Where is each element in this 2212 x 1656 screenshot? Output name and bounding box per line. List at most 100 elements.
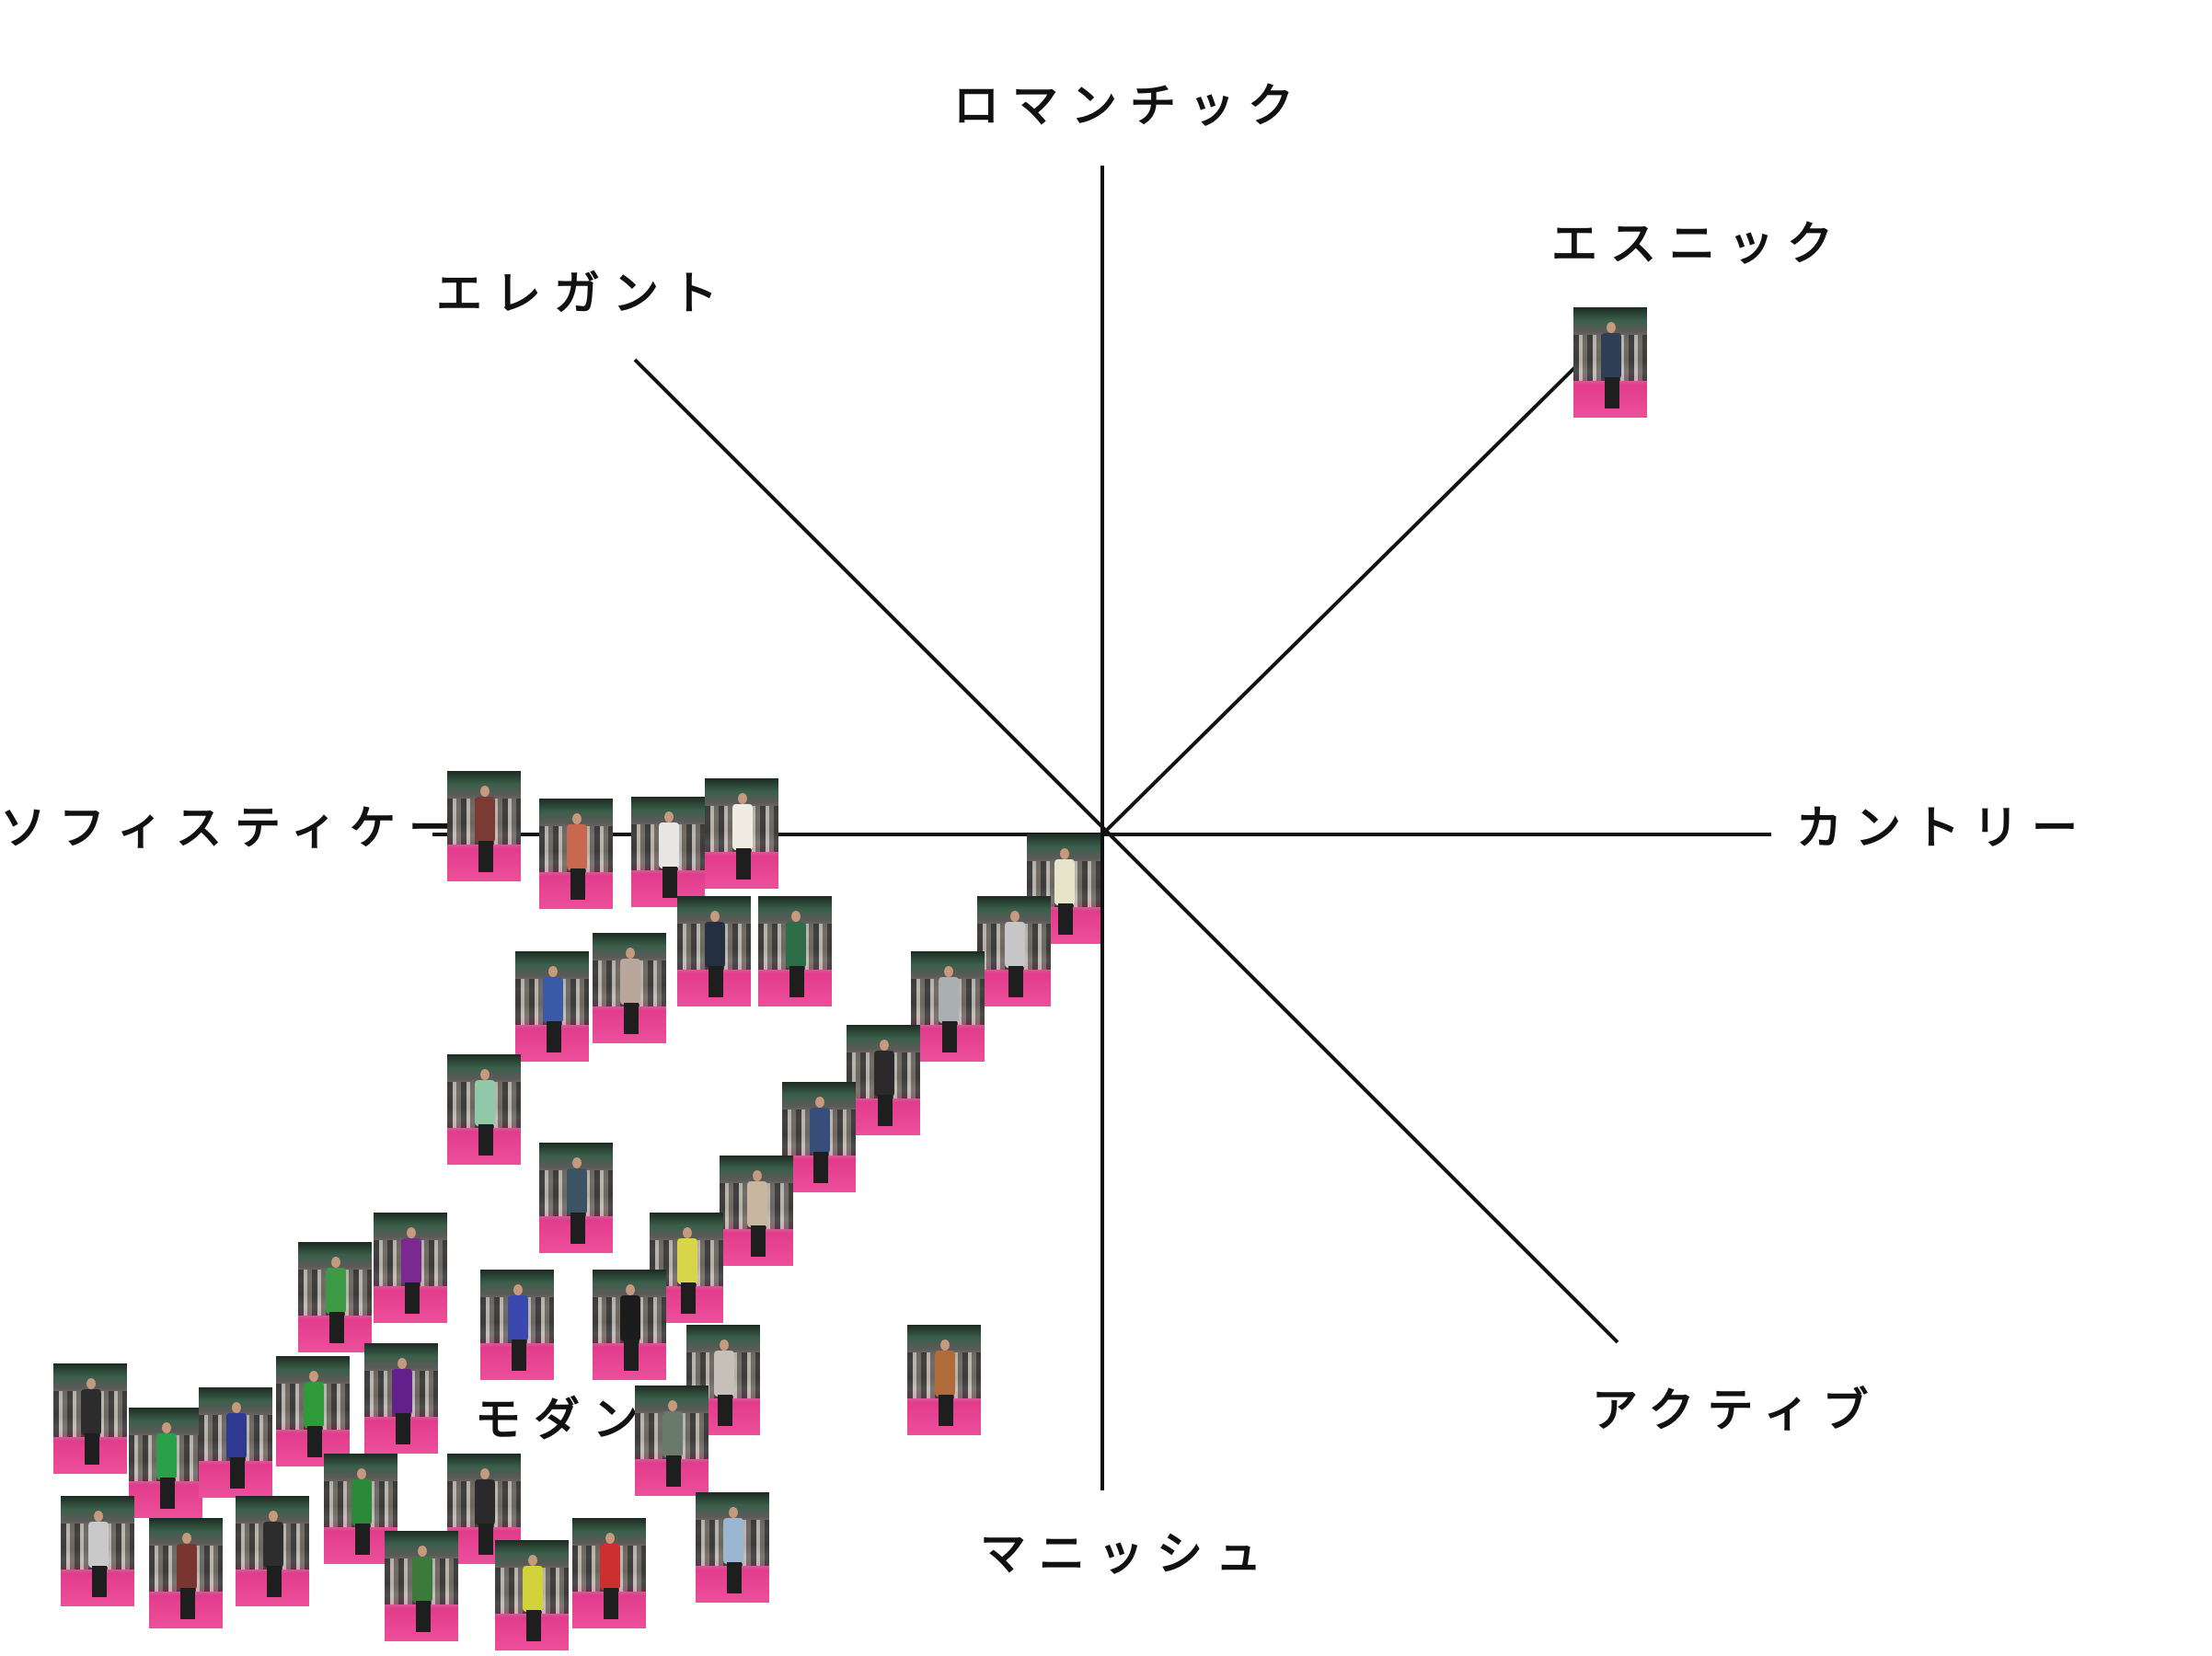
runway-look-photo xyxy=(515,951,589,1062)
runway-look-photo xyxy=(385,1531,458,1641)
model-outfit xyxy=(263,1522,283,1568)
runway-look-photo xyxy=(593,1270,666,1380)
runway-look-photo xyxy=(374,1213,447,1323)
model-legs xyxy=(666,1455,681,1487)
model-head xyxy=(513,1284,523,1295)
model-head xyxy=(1060,848,1069,859)
model-legs xyxy=(813,1152,828,1183)
runway-look-photo xyxy=(480,1270,554,1380)
model-legs xyxy=(547,1021,561,1052)
runway-look-photo xyxy=(61,1496,134,1606)
model-head xyxy=(1010,911,1020,922)
model-legs xyxy=(727,1562,742,1593)
model-head xyxy=(753,1170,762,1181)
model-legs xyxy=(478,1524,493,1555)
model-legs xyxy=(329,1312,344,1343)
model-head xyxy=(528,1555,537,1566)
model-outfit xyxy=(177,1544,197,1590)
runway-look-photo xyxy=(53,1363,127,1474)
model-legs xyxy=(736,848,751,880)
model-legs xyxy=(624,1003,639,1034)
model-head xyxy=(626,948,635,959)
model-legs xyxy=(681,1282,696,1314)
model-head xyxy=(720,1340,729,1351)
model-head xyxy=(331,1257,340,1268)
model-legs xyxy=(1058,903,1073,935)
model-outfit xyxy=(723,1518,743,1564)
runway-look-photo xyxy=(911,951,985,1062)
model-outfit xyxy=(475,1080,495,1126)
model-legs xyxy=(709,966,723,997)
model-outfit xyxy=(543,977,563,1023)
runway-look-photo xyxy=(977,896,1051,1006)
model-head xyxy=(710,911,720,922)
model-outfit xyxy=(732,804,753,850)
model-outfit xyxy=(475,797,495,843)
model-legs xyxy=(85,1433,99,1465)
model-outfit xyxy=(567,824,587,870)
model-head xyxy=(232,1402,241,1413)
model-outfit xyxy=(786,922,806,968)
model-outfit xyxy=(304,1382,324,1428)
runway-look-photo xyxy=(149,1518,223,1628)
label-sophisticate: ソフィスティケート xyxy=(0,801,526,855)
model-head xyxy=(357,1468,366,1479)
model-head xyxy=(940,1340,950,1351)
model-outfit xyxy=(326,1268,346,1314)
model-head xyxy=(480,1069,490,1080)
model-head xyxy=(880,1040,889,1051)
runway-look-photo xyxy=(364,1343,438,1454)
model-head xyxy=(480,786,490,797)
model-outfit xyxy=(351,1479,372,1525)
model-legs xyxy=(512,1340,526,1371)
axis-diagonal-ethnic-modern xyxy=(1100,362,1580,836)
model-head xyxy=(94,1511,103,1522)
model-legs xyxy=(396,1413,410,1444)
runway-look-photo xyxy=(758,896,832,1006)
model-head xyxy=(1607,322,1616,333)
model-legs xyxy=(878,1095,893,1126)
runway-look-photo xyxy=(495,1540,569,1650)
model-outfit xyxy=(939,977,959,1023)
model-legs xyxy=(751,1225,766,1257)
model-outfit xyxy=(156,1433,177,1479)
model-outfit xyxy=(935,1351,955,1397)
runway-look-photo xyxy=(447,1454,521,1564)
model-outfit xyxy=(1005,922,1025,968)
model-head xyxy=(668,1400,677,1411)
model-outfit xyxy=(659,822,679,868)
runway-look-photo xyxy=(276,1356,350,1466)
model-head xyxy=(664,811,674,822)
runway-look-photo xyxy=(782,1082,856,1192)
model-head xyxy=(309,1371,318,1382)
model-legs xyxy=(624,1340,639,1371)
label-country: カントリー xyxy=(1796,801,2091,855)
model-outfit xyxy=(600,1544,620,1590)
model-head xyxy=(86,1378,96,1389)
runway-look-photo xyxy=(907,1325,981,1435)
runway-look-photo xyxy=(539,1143,613,1253)
model-head xyxy=(944,966,953,977)
runway-look-photo xyxy=(199,1387,272,1498)
runway-look-photo xyxy=(593,933,666,1043)
model-outfit xyxy=(88,1522,109,1568)
model-legs xyxy=(180,1588,195,1619)
model-outfit xyxy=(705,922,725,968)
runway-look-photo xyxy=(705,778,778,889)
model-legs xyxy=(478,841,493,872)
label-elegant: エレガント xyxy=(436,267,731,320)
model-outfit xyxy=(874,1051,894,1097)
model-head xyxy=(418,1546,427,1557)
runway-look-photo xyxy=(1027,834,1100,944)
runway-look-photo xyxy=(447,1054,521,1165)
model-outfit xyxy=(226,1413,247,1459)
model-outfit xyxy=(620,959,640,1005)
model-head xyxy=(397,1358,407,1369)
model-legs xyxy=(307,1426,322,1457)
model-legs xyxy=(1008,966,1023,997)
model-head xyxy=(815,1097,824,1108)
model-legs xyxy=(662,867,677,898)
model-legs xyxy=(718,1395,732,1426)
model-outfit xyxy=(523,1566,543,1612)
